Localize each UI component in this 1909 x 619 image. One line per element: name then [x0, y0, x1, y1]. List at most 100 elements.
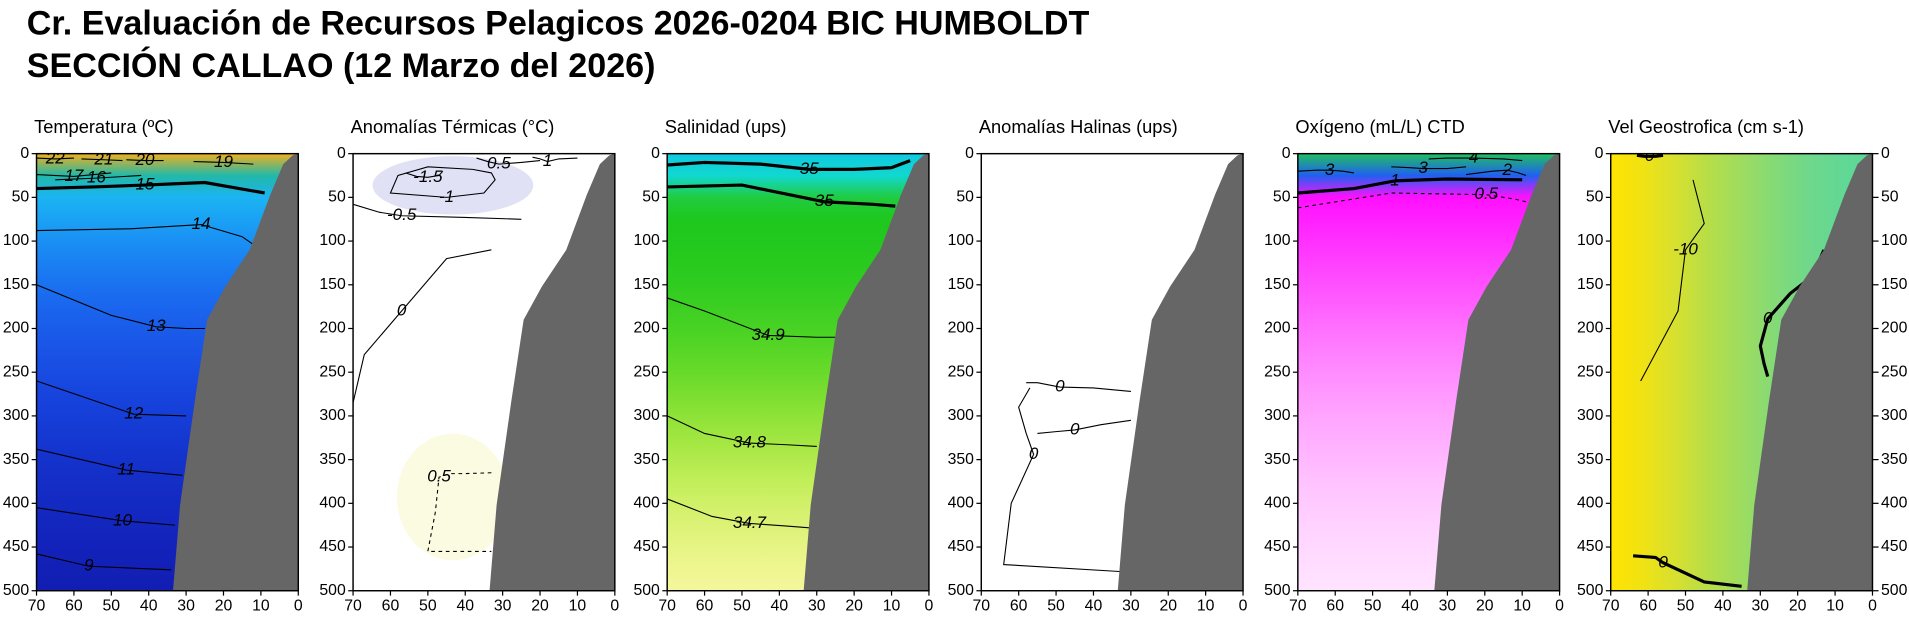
- panel-title: Salinidad (ups): [665, 116, 787, 137]
- y-tick-label: 100: [319, 232, 346, 249]
- contour-label: 15: [135, 175, 154, 194]
- contour-line: [427, 472, 492, 552]
- y-tick-label: 500: [948, 582, 975, 599]
- y-tick-label-right: 150: [1881, 276, 1908, 293]
- panel-title: Vel Geostrofica (cm s-1): [1608, 116, 1804, 137]
- contour-line: [36, 448, 183, 476]
- x-tick-label: 70: [28, 598, 46, 615]
- y-tick-label-right: 250: [1881, 363, 1908, 380]
- contour-label: 34.8: [733, 433, 767, 452]
- y-tick-label: 500: [1577, 582, 1604, 599]
- y-tick-label: 250: [1577, 363, 1604, 380]
- x-tick-label: 60: [1326, 598, 1344, 615]
- y-tick-label: 500: [319, 582, 346, 599]
- x-tick-label: 20: [1789, 598, 1807, 615]
- y-tick-label: 300: [948, 407, 975, 424]
- x-tick-label: 20: [215, 598, 233, 615]
- contours: 22 21 20 19 17 16 15 14 13 12 11 10 9: [36, 152, 265, 575]
- contours: 4 3 3 2 1 0.5: [1297, 154, 1527, 209]
- figure-subtitle: SECCIÓN CALLAO (12 Marzo del 2026): [27, 47, 656, 85]
- y-tick-label: 200: [1577, 320, 1604, 337]
- x-tick-label: 20: [845, 598, 863, 615]
- contour-label: 14: [192, 214, 211, 233]
- contour-label: 0.5: [487, 154, 511, 173]
- y-tick-label: 300: [3, 407, 30, 424]
- contour-line: [1640, 179, 1705, 382]
- contour-label: 9: [84, 556, 94, 575]
- x-tick-label: 10: [252, 598, 270, 615]
- contour-label: -10: [1673, 239, 1698, 258]
- contour-line: [55, 174, 142, 181]
- y-tick-label: 200: [319, 320, 346, 337]
- y-tick-label: 350: [3, 451, 30, 468]
- y-tick-label: 400: [948, 494, 975, 511]
- x-tick-label: 10: [1197, 598, 1215, 615]
- x-tick-label: 20: [1159, 598, 1177, 615]
- y-tick-label-right: 300: [1881, 407, 1908, 424]
- y-tick-label-right: 50: [1881, 189, 1899, 206]
- y-tick-label: 0: [1595, 145, 1604, 162]
- x-tick-label: 0: [1239, 598, 1248, 615]
- y-tick-label: 400: [319, 494, 346, 511]
- y-tick-label: 150: [633, 276, 660, 293]
- contour-label: 0: [1070, 419, 1080, 438]
- y-tick-label: 350: [633, 451, 660, 468]
- contour-label: 1: [543, 151, 552, 170]
- seafloor: [1117, 153, 1244, 591]
- y-tick-label: 50: [1586, 189, 1604, 206]
- panel-title: Oxígeno (mL/L) CTD: [1295, 116, 1464, 137]
- x-tick-label: 40: [456, 598, 474, 615]
- contour-label: 16: [87, 168, 106, 187]
- seafloor: [489, 153, 615, 591]
- y-tick-label-right: 400: [1881, 494, 1908, 511]
- x-tick-label: 40: [1401, 598, 1419, 615]
- y-tick-label: 450: [3, 538, 30, 555]
- x-tick-label: 30: [494, 598, 512, 615]
- x-tick-label: 70: [972, 598, 990, 615]
- x-tick-label: 60: [382, 598, 400, 615]
- y-tick-label: 400: [1577, 494, 1604, 511]
- x-tick-label: 60: [696, 598, 714, 615]
- contour-line: [353, 249, 492, 403]
- y-tick-label: 50: [956, 189, 974, 206]
- y-tick-label: 150: [3, 276, 30, 293]
- contour-label: 3: [1418, 158, 1428, 177]
- contour-line: [405, 170, 444, 178]
- y-tick-label: 200: [633, 320, 660, 337]
- contour-line: [1297, 192, 1527, 209]
- y-tick-label: 250: [1264, 363, 1291, 380]
- y-tick-label: 300: [319, 407, 346, 424]
- y-tick-label: 100: [1264, 232, 1291, 249]
- contour-label: -1.5: [413, 167, 443, 186]
- x-tick-label: 10: [1826, 598, 1844, 615]
- warm-anomaly-shade: [396, 433, 509, 561]
- y-tick-label: 200: [1264, 320, 1291, 337]
- x-tick-label: 60: [1639, 598, 1657, 615]
- contour-line: [193, 161, 254, 165]
- y-tick-label: 100: [1577, 232, 1604, 249]
- y-tick-label: 250: [633, 363, 660, 380]
- y-tick-label: 50: [1273, 189, 1291, 206]
- y-tick-label-right: 100: [1881, 232, 1908, 249]
- y-tick-label: 450: [948, 538, 975, 555]
- contour-label: 19: [214, 152, 233, 171]
- x-tick-label: 30: [1439, 598, 1457, 615]
- x-tick-label: 50: [1677, 598, 1695, 615]
- y-tick-label: 250: [3, 363, 30, 380]
- x-tick-label: 50: [103, 598, 121, 615]
- contour-label: 0.5: [1474, 184, 1498, 203]
- x-tick-label: 50: [1364, 598, 1382, 615]
- contour-line: [476, 157, 541, 165]
- y-tick-label: 0: [20, 145, 29, 162]
- contour-line: [1003, 387, 1120, 573]
- y-tick-label: 350: [319, 451, 346, 468]
- contour-line: [36, 172, 112, 177]
- x-tick-label: 0: [294, 598, 303, 615]
- contour-line: [36, 507, 175, 526]
- x-tick-label: 0: [1868, 598, 1877, 615]
- contour-line: [1633, 554, 1742, 588]
- y-tick-label: 450: [1577, 538, 1604, 555]
- y-tick-label: 350: [1577, 451, 1604, 468]
